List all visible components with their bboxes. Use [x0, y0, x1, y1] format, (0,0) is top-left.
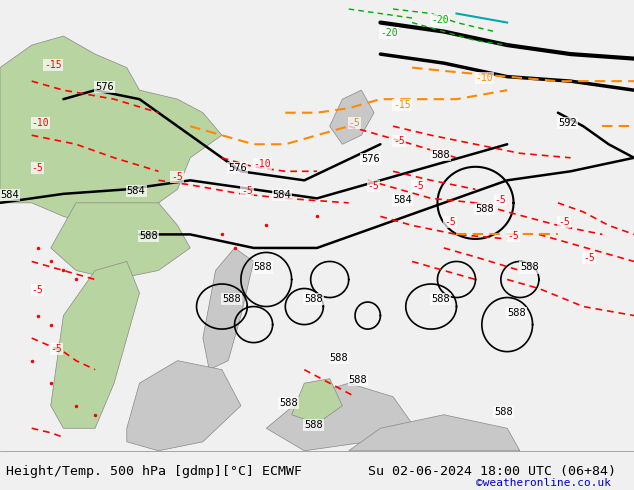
Text: -5: -5 [412, 181, 424, 191]
Text: 576: 576 [95, 82, 114, 92]
Text: 588: 588 [304, 420, 323, 430]
Text: -5: -5 [171, 172, 183, 182]
Text: 592: 592 [558, 118, 577, 128]
Text: 584: 584 [393, 195, 412, 205]
Text: 588: 588 [222, 294, 241, 304]
Text: -20: -20 [431, 15, 449, 24]
Polygon shape [266, 383, 412, 451]
Polygon shape [51, 203, 190, 279]
Text: -10: -10 [476, 73, 493, 83]
Text: 588: 588 [431, 294, 450, 304]
Text: 584: 584 [273, 190, 292, 200]
Text: -15: -15 [393, 100, 411, 110]
Text: 576: 576 [228, 163, 247, 173]
Text: 576: 576 [361, 154, 380, 164]
Text: 588: 588 [495, 407, 514, 416]
Polygon shape [127, 361, 241, 451]
Text: -5: -5 [349, 118, 361, 128]
Polygon shape [51, 262, 139, 428]
Text: 588: 588 [431, 150, 450, 160]
Text: 588: 588 [139, 231, 158, 241]
Text: -10: -10 [254, 159, 271, 169]
Polygon shape [292, 379, 342, 424]
Text: 588: 588 [349, 375, 368, 385]
Text: -10: -10 [32, 118, 49, 128]
Text: 588: 588 [520, 263, 539, 272]
Text: 584: 584 [127, 186, 146, 196]
Text: 584: 584 [0, 190, 19, 200]
Text: 588: 588 [330, 353, 349, 363]
Text: 588: 588 [476, 204, 495, 214]
Polygon shape [0, 36, 222, 225]
Text: -5: -5 [51, 343, 63, 354]
Polygon shape [330, 90, 374, 144]
Text: 588: 588 [254, 263, 273, 272]
Polygon shape [349, 415, 520, 451]
Text: -5: -5 [393, 136, 405, 146]
Text: ©weatheronline.co.uk: ©weatheronline.co.uk [476, 478, 611, 488]
Text: -15: -15 [44, 60, 62, 70]
Text: 588: 588 [507, 308, 526, 318]
Polygon shape [203, 248, 254, 369]
Text: -5: -5 [241, 186, 253, 196]
Text: Su 02-06-2024 18:00 UTC (06+84): Su 02-06-2024 18:00 UTC (06+84) [368, 465, 616, 478]
Text: -5: -5 [368, 181, 380, 191]
Text: -5: -5 [444, 218, 456, 227]
Text: -5: -5 [507, 231, 519, 241]
Text: 588: 588 [304, 294, 323, 304]
Text: -5: -5 [32, 163, 44, 173]
Text: -5: -5 [495, 195, 507, 205]
Text: Height/Temp. 500 hPa [gdmp][°C] ECMWF: Height/Temp. 500 hPa [gdmp][°C] ECMWF [6, 465, 302, 478]
Text: -5: -5 [583, 253, 595, 264]
Text: -5: -5 [32, 285, 44, 295]
Text: -20: -20 [380, 28, 398, 38]
Text: 588: 588 [279, 398, 298, 408]
Text: -5: -5 [558, 218, 570, 227]
